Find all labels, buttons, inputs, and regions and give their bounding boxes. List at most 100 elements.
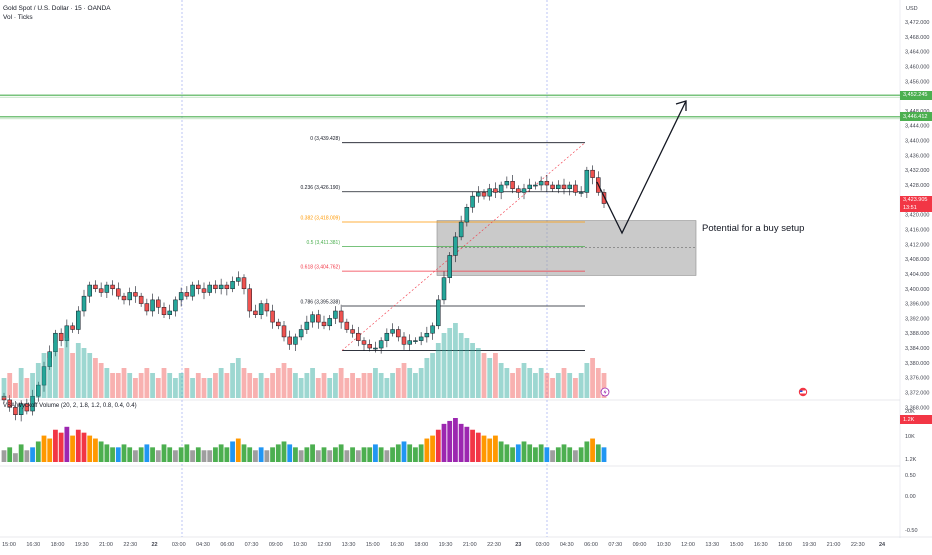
vsa-bar	[121, 444, 127, 462]
vsa-bar	[178, 447, 184, 462]
vsa-bar	[298, 450, 304, 462]
vsa-bar	[441, 423, 447, 462]
candle-body	[561, 184, 567, 189]
fibonacci-retracement[interactable]: 0 (3,439.428) 0.236 (3,426.190) 0.382 (3,4…	[301, 136, 586, 351]
candle-body	[498, 184, 504, 193]
arrow-head-icon	[675, 100, 687, 111]
candle-body	[156, 299, 161, 308]
fib-level-label: 0.382 (3,418.009)	[301, 216, 341, 222]
time-tick-label: 04:30	[560, 542, 574, 548]
price-tick-label: 3,400.000	[905, 287, 929, 293]
volume-bar	[161, 368, 167, 398]
osc-tick-label: 0.50	[905, 473, 916, 479]
price-tick-label: 3,416.000	[905, 227, 929, 233]
vsa-bar	[293, 447, 298, 462]
candle-body	[367, 344, 372, 349]
candle-body	[573, 184, 578, 193]
volume-bar	[293, 373, 298, 398]
volume-bar	[7, 373, 13, 398]
volume-bar	[555, 373, 561, 398]
time-axis[interactable]: 15:00 16:30 18:00 19:30 21:00 22:30 22 03:00 04:…	[2, 542, 886, 548]
time-tick-label: 22:30	[487, 542, 501, 548]
vsa-bar	[567, 447, 573, 462]
vsa-bar	[184, 444, 190, 462]
vsa-bar	[350, 447, 355, 462]
buy-zone[interactable]	[436, 220, 697, 276]
volume-bar	[253, 378, 258, 398]
volume-bar	[504, 368, 510, 398]
vsa-bar	[390, 447, 395, 462]
candle-body	[510, 181, 515, 189]
price-tick-label: 3,380.000	[905, 361, 929, 367]
price-tick-label: 3,456.000	[905, 79, 929, 85]
volume-bar	[315, 378, 321, 398]
candle-body	[401, 336, 407, 345]
volume-bar	[487, 358, 493, 398]
vsa-bar	[555, 447, 561, 462]
price-tick-label: 3,448.000	[905, 109, 929, 115]
vsa-bar	[81, 432, 87, 462]
candle-body	[270, 310, 275, 323]
vsa-bar	[367, 447, 373, 462]
candle-body	[241, 277, 247, 290]
volume-bar	[127, 373, 133, 398]
volume-bar	[178, 373, 184, 398]
time-tick-label: 13:30	[705, 542, 719, 548]
candle-body	[258, 303, 264, 315]
vsa-bar	[161, 444, 167, 462]
vsa-bar	[281, 441, 287, 462]
volume-bar	[424, 358, 430, 398]
projection-arrow[interactable]	[596, 100, 808, 397]
osc-tick-label: -0.50	[905, 528, 918, 534]
volume-bar	[515, 368, 521, 398]
vsa-bar	[470, 429, 475, 462]
candle-body	[378, 340, 384, 349]
candle-body	[81, 295, 87, 312]
volume-bar	[521, 363, 527, 398]
candle-body	[458, 221, 464, 238]
horizontal-levels[interactable]	[0, 94, 900, 120]
vsa-indicator-title[interactable]: VSA Wyckoff Volume (20, 2, 1.8, 1.2, 0.8…	[3, 403, 137, 409]
time-tick-label: 15:00	[366, 542, 380, 548]
candle-body	[464, 207, 470, 223]
candle-body	[30, 395, 35, 412]
price-tick-label: 3,368.000	[905, 405, 929, 411]
projection-path	[596, 100, 687, 235]
price-tag: 1.2K	[900, 415, 932, 425]
vsa-bar	[435, 429, 441, 462]
volume-bar	[533, 373, 538, 398]
volume-bar	[281, 363, 287, 398]
vsa-bar	[395, 444, 401, 462]
vsa-bar	[550, 450, 555, 462]
vsa-bar	[601, 447, 607, 462]
price-tick-label: 3,408.000	[905, 257, 929, 263]
vsa-bar	[7, 447, 13, 462]
time-tick-label: 12:00	[317, 542, 331, 548]
vsa-bar	[1, 450, 7, 462]
price-axis[interactable]: 3,472.000 3,468.000 3,464.000 3,460.000 3,45…	[905, 20, 929, 411]
volume-legend: Vol · Ticks	[3, 14, 33, 21]
price-tick-label: 3,444.000	[905, 124, 929, 130]
volume-bar	[144, 368, 150, 398]
volume-bar	[470, 343, 475, 398]
price-tag: 3,423.905	[900, 195, 932, 205]
volume-bar	[538, 368, 544, 398]
volume-bar	[138, 373, 144, 398]
volume-bar	[150, 373, 155, 398]
volume-bar	[195, 373, 201, 398]
volume-bar	[584, 363, 590, 398]
candle-body	[167, 310, 172, 315]
annotation-text[interactable]: Potential for a buy setup	[702, 223, 805, 234]
candle-body	[504, 181, 510, 186]
volume-bar	[287, 368, 293, 398]
candle-body	[253, 310, 258, 315]
volume-bar	[58, 348, 64, 398]
volume-bar	[115, 373, 121, 398]
vsa-bar	[378, 447, 384, 462]
vsa-bar	[418, 444, 424, 462]
candle-body	[138, 295, 144, 304]
candle-body	[316, 314, 321, 323]
vsa-bar	[18, 444, 24, 462]
osc-tick-label: 0.00	[905, 494, 916, 500]
